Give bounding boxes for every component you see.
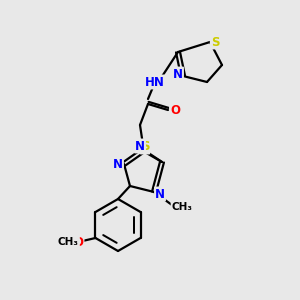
Text: O: O [74, 236, 83, 248]
Text: CH₃: CH₃ [172, 202, 193, 212]
Text: N: N [113, 158, 123, 170]
Text: N: N [155, 188, 165, 200]
Text: N: N [173, 68, 183, 80]
Text: O: O [170, 103, 180, 116]
Text: S: S [211, 35, 219, 49]
Text: S: S [141, 140, 149, 154]
Text: HN: HN [145, 76, 165, 88]
Text: N: N [135, 140, 145, 152]
Text: CH₃: CH₃ [58, 237, 79, 247]
